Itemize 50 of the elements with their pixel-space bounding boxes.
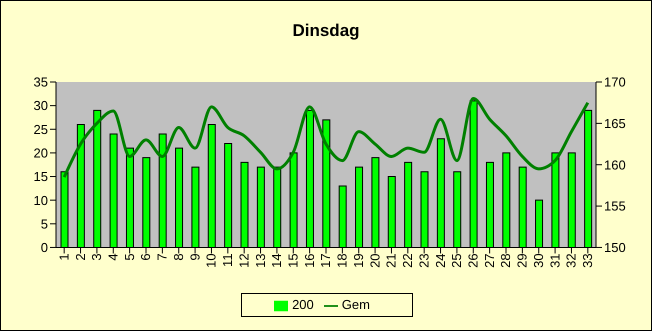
x-tick-label: 17: [318, 253, 334, 268]
x-tick-label: 8: [170, 253, 186, 261]
x-tick-label: 30: [530, 253, 546, 268]
x-tick-label: 5: [122, 253, 137, 261]
x-tick-label: 10: [204, 253, 219, 268]
y-tick-label: 30: [34, 98, 48, 114]
x-tick-label: 19: [350, 253, 366, 268]
y-tick-label: 35: [34, 74, 48, 90]
y-tick-label: 20: [34, 146, 48, 161]
x-tick-label: 3: [89, 253, 104, 261]
x-tick-label: 22: [400, 253, 416, 268]
x-tick-label: 16: [302, 253, 317, 268]
x-tick-label: 18: [334, 253, 350, 268]
x-tick-label: 24: [432, 253, 448, 268]
line-series: [62, 97, 590, 179]
x-tick-label: 1: [56, 253, 72, 261]
x-tick-label: 25: [449, 253, 464, 268]
y-tick-label: 15: [34, 169, 48, 184]
x-tick-label: 2: [72, 253, 88, 261]
x-tick-label: 14: [269, 253, 284, 268]
x-tick-label: 31: [547, 253, 562, 268]
x-tick-label: 11: [220, 253, 236, 267]
x-tick-label: 13: [252, 253, 268, 268]
chart-title: Dinsdag: [291, 21, 361, 41]
x-tick-label: 23: [416, 253, 432, 268]
y-tick-label: 0: [40, 240, 48, 256]
legend-label: Gem: [342, 297, 370, 312]
y-tick-label: 25: [34, 122, 48, 137]
x-tick-label: 32: [564, 253, 579, 268]
y2-tick-label: 170: [604, 74, 626, 90]
y-tick-label: 5: [40, 216, 48, 232]
x-tick-label: 29: [514, 253, 530, 268]
x-tick-label: 28: [498, 253, 514, 268]
x-tick-label: 6: [138, 253, 154, 261]
y2-tick-label: 155: [604, 198, 626, 214]
x-tick-label: 20: [367, 253, 382, 268]
x-tick-label: 9: [187, 253, 202, 261]
x-tick-label: 27: [482, 253, 497, 268]
y2-tick-label: 165: [604, 116, 626, 131]
x-tick-label: 12: [236, 253, 252, 268]
x-tick-label: 26: [466, 253, 481, 268]
x-tick-label: 7: [154, 253, 170, 261]
legend-label: 200: [292, 297, 314, 312]
x-tick-label: 21: [384, 253, 399, 268]
y2-tick-label: 160: [604, 157, 626, 172]
x-tick-label: 15: [286, 253, 301, 268]
x-tick-label: 4: [106, 253, 121, 261]
x-tick-label: 33: [580, 253, 596, 268]
y2-tick-label: 150: [604, 240, 626, 256]
y-tick-label: 10: [34, 192, 48, 208]
